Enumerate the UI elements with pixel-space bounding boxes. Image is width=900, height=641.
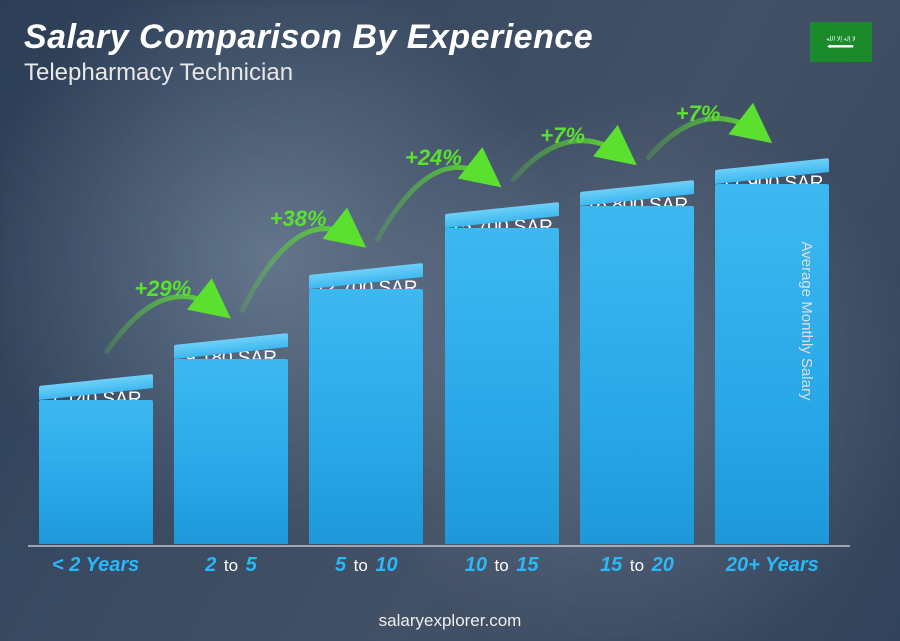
increase-label: +38% [270, 206, 327, 232]
bar-wrap: 9,180 SAR2 to 5 [171, 359, 290, 577]
bar-wrap: 16,800 SAR15 to 20 [577, 206, 696, 577]
header: Salary Comparison By Experience Telephar… [24, 18, 876, 87]
bar-category-label: 15 to 20 [600, 554, 674, 577]
chart-subtitle: Telepharmacy Technician [24, 59, 876, 87]
y-axis-label: Average Monthly Salary [798, 241, 815, 400]
increase-label: +7% [540, 123, 585, 149]
bar-category-label: 2 to 5 [205, 554, 257, 577]
bar-category-label: < 2 Years [52, 554, 139, 577]
bar-wrap: 15,700 SAR10 to 15 [442, 228, 561, 577]
svg-text:لا إله إلا الله: لا إله إلا الله [826, 35, 855, 42]
bar-category-label: 5 to 10 [335, 554, 398, 577]
flag-icon: لا إله إلا الله [817, 28, 865, 56]
bar [174, 359, 288, 544]
bar-category-label: 10 to 15 [465, 554, 539, 577]
bar-wrap: 7,140 SAR< 2 Years [36, 400, 155, 577]
bar-category-label: 20+ Years [726, 554, 819, 577]
bar [580, 206, 694, 544]
increase-label: +7% [676, 101, 721, 127]
bar [309, 289, 423, 544]
bar [445, 228, 559, 544]
increase-label: +29% [134, 276, 191, 302]
bar [39, 400, 153, 544]
bar-wrap: 12,700 SAR5 to 10 [307, 289, 426, 577]
country-flag: لا إله إلا الله [810, 22, 872, 62]
chart-title: Salary Comparison By Experience [24, 18, 876, 57]
increase-label: +24% [405, 145, 462, 171]
footer-attribution: salaryexplorer.com [0, 611, 900, 631]
